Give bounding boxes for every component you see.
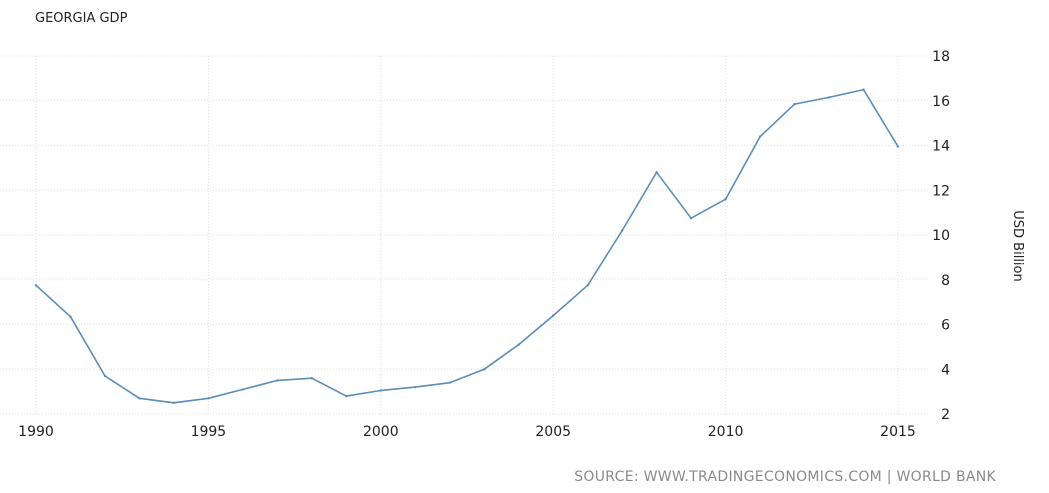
data-point <box>793 102 796 106</box>
y-tick-label: 16 <box>932 94 950 110</box>
data-point <box>103 374 107 378</box>
data-point <box>620 229 624 232</box>
x-tick-label: 2000 <box>363 424 399 440</box>
data-point <box>724 198 727 201</box>
y-tick-label: 8 <box>941 273 950 289</box>
y-tick-label: 18 <box>932 49 950 65</box>
data-point <box>276 379 279 382</box>
data-point <box>517 343 520 346</box>
x-axis-ticks: 1990 1995 2000 2005 2010 2015 <box>18 424 916 440</box>
data-point <box>862 88 865 91</box>
data-point <box>414 385 417 389</box>
data-point <box>241 388 245 391</box>
y-tick-label: 14 <box>932 139 950 155</box>
data-point <box>379 389 382 392</box>
data-point <box>483 368 486 371</box>
data-point <box>896 145 900 148</box>
y-axis-title: USD Billion <box>1010 210 1025 281</box>
data-point <box>758 135 762 138</box>
data-point <box>655 171 658 174</box>
chart-title: GEORGIA GDP <box>35 11 128 26</box>
series-group <box>34 88 900 405</box>
y-tick-label: 6 <box>941 318 950 334</box>
data-point <box>552 314 555 317</box>
data-point <box>345 394 348 398</box>
x-tick-label: 1995 <box>191 424 227 440</box>
x-tick-label: 1990 <box>18 424 54 440</box>
data-point <box>34 284 38 287</box>
source-credit: SOURCE: WWW.TRADINGECONOMICS.COM | WORLD… <box>574 469 996 485</box>
x-tick-label: 2010 <box>708 424 744 440</box>
y-tick-label: 12 <box>932 183 950 199</box>
data-point <box>689 217 693 220</box>
y-tick-label: 10 <box>932 228 950 244</box>
data-point <box>172 401 176 405</box>
x-tick-label: 2005 <box>535 424 571 440</box>
data-point <box>207 397 210 400</box>
data-point <box>310 377 314 380</box>
data-point <box>827 96 831 99</box>
y-tick-label: 2 <box>941 407 950 423</box>
data-point <box>138 397 141 400</box>
data-point <box>69 315 72 318</box>
y-axis-ticks: 2 4 6 8 10 12 14 16 18 <box>932 49 950 423</box>
y-tick-label: 4 <box>941 362 950 378</box>
data-point <box>448 381 451 384</box>
series-line <box>35 88 899 404</box>
data-point <box>586 284 589 287</box>
x-tick-label: 2015 <box>880 424 916 440</box>
